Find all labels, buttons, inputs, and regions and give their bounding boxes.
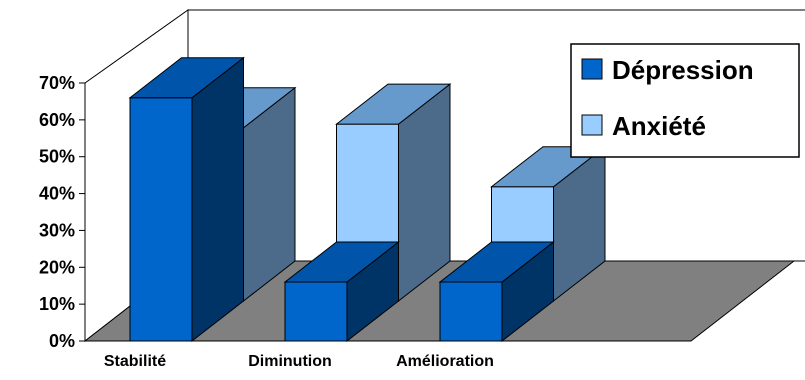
y-tick-label: 10% (39, 294, 75, 314)
y-tick-label: 50% (39, 147, 75, 167)
y-tick-label: 30% (39, 220, 75, 240)
bar-depression-top (283, 241, 400, 283)
bar-depression (283, 241, 400, 343)
legend: Dépression Anxiété (570, 43, 800, 158)
x-category-label: Amélioration (396, 353, 494, 370)
y-axis-ticks: 0% 10% 20% 30% 40% 50% 60% 70% (39, 73, 86, 351)
legend-label: Anxiété (612, 111, 706, 141)
bar-anxiete-top (335, 83, 452, 125)
bar-depression (438, 241, 555, 343)
x-axis-labels: Stabilité Diminution Amélioration (104, 353, 494, 370)
x-category-label: Stabilité (104, 353, 166, 370)
bar-depression-front (439, 281, 503, 342)
bar-depression-front (129, 97, 193, 342)
legend-swatch (581, 114, 603, 136)
bar-depression (128, 56, 245, 343)
bar-depression-top (438, 241, 555, 283)
legend-box (570, 43, 800, 158)
bar-depression-front (284, 281, 348, 342)
y-tick-label: 20% (39, 257, 75, 277)
y-tick-label: 0% (49, 331, 75, 351)
bar-depression-top (128, 57, 245, 99)
y-tick-label: 70% (39, 73, 75, 93)
bar-depression-side (191, 56, 244, 343)
chart-bars (128, 56, 607, 343)
y-tick-label: 40% (39, 184, 75, 204)
legend-swatch (581, 58, 603, 80)
y-tick-label: 60% (39, 110, 75, 130)
legend-label: Dépression (612, 55, 754, 85)
x-category-label: Diminution (248, 353, 332, 370)
